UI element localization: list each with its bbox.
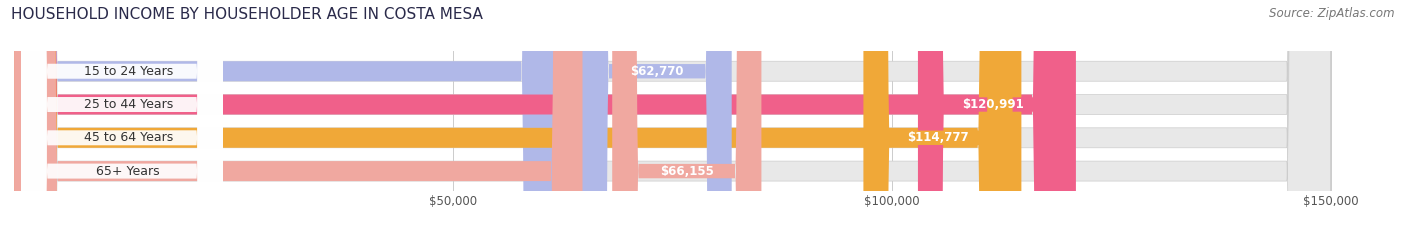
FancyBboxPatch shape: [14, 0, 1330, 233]
Text: $120,991: $120,991: [962, 98, 1024, 111]
FancyBboxPatch shape: [582, 0, 731, 233]
FancyBboxPatch shape: [14, 0, 1330, 233]
FancyBboxPatch shape: [918, 0, 1067, 233]
FancyBboxPatch shape: [863, 0, 1012, 233]
FancyBboxPatch shape: [612, 0, 762, 233]
FancyBboxPatch shape: [21, 0, 224, 233]
Text: $62,770: $62,770: [630, 65, 683, 78]
Text: 15 to 24 Years: 15 to 24 Years: [83, 65, 173, 78]
Text: Source: ZipAtlas.com: Source: ZipAtlas.com: [1270, 7, 1395, 20]
FancyBboxPatch shape: [14, 0, 1330, 233]
FancyBboxPatch shape: [14, 0, 1076, 233]
Text: 65+ Years: 65+ Years: [97, 164, 160, 178]
Text: 45 to 64 Years: 45 to 64 Years: [83, 131, 173, 144]
FancyBboxPatch shape: [14, 0, 1330, 233]
FancyBboxPatch shape: [21, 0, 224, 233]
Text: $66,155: $66,155: [659, 164, 714, 178]
Text: 25 to 44 Years: 25 to 44 Years: [83, 98, 173, 111]
FancyBboxPatch shape: [14, 0, 565, 233]
Text: $114,777: $114,777: [907, 131, 969, 144]
FancyBboxPatch shape: [14, 0, 595, 233]
FancyBboxPatch shape: [21, 0, 224, 233]
FancyBboxPatch shape: [14, 0, 1021, 233]
Text: HOUSEHOLD INCOME BY HOUSEHOLDER AGE IN COSTA MESA: HOUSEHOLD INCOME BY HOUSEHOLDER AGE IN C…: [11, 7, 484, 22]
FancyBboxPatch shape: [21, 0, 224, 233]
